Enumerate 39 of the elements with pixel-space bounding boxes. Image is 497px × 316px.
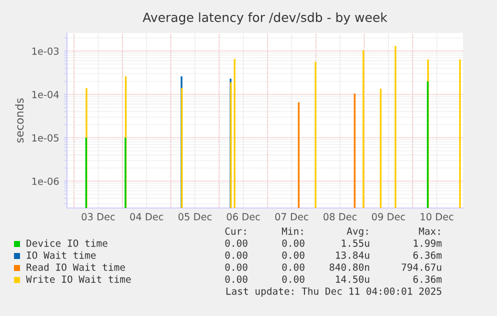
text: 0.00 bbox=[225, 239, 248, 247]
x-tick-label: 07 Dec bbox=[275, 213, 308, 220]
y-tick-label: 1e-05 bbox=[32, 134, 59, 142]
y-tick-label: 1e-03 bbox=[32, 47, 59, 55]
y-axis-title: seconds bbox=[15, 98, 24, 143]
text: Cur: bbox=[225, 227, 246, 235]
text: 0.00 bbox=[282, 263, 304, 271]
x-tick-label: 10 Dec bbox=[420, 213, 454, 220]
y-tick-label: 1e-04 bbox=[32, 90, 59, 98]
x-tick-label: 06 Dec bbox=[226, 213, 260, 220]
text: 0.00 bbox=[225, 275, 248, 283]
x-tick-label: 09 Dec bbox=[372, 213, 405, 220]
x-tick-label: 04 Dec bbox=[130, 213, 164, 220]
text: 794.67u bbox=[402, 263, 442, 271]
text: 1.55u bbox=[342, 240, 370, 247]
legend-label: Device IO time bbox=[26, 239, 108, 247]
x-tick-label: 03 Dec bbox=[82, 213, 115, 220]
text: Last update: Thu Dec 11 04:00:01 2025 bbox=[226, 287, 442, 297]
legend-label: Write IO Wait time bbox=[26, 275, 131, 283]
x-tick-label: 08 Dec bbox=[324, 213, 357, 220]
text: Max: bbox=[418, 228, 440, 235]
text: 6.36m bbox=[413, 275, 442, 283]
y-tick-label: 1e-06 bbox=[32, 178, 59, 185]
text: 840.80n bbox=[330, 263, 370, 271]
chart-title: Average latency for /dev/sdb - by week bbox=[142, 12, 388, 24]
text: 0.00 bbox=[282, 239, 304, 247]
x-tick-label: 05 Dec bbox=[178, 213, 212, 220]
text: 0.00 bbox=[225, 251, 248, 259]
text: Min: bbox=[282, 227, 303, 235]
text: 0.00 bbox=[225, 263, 248, 271]
text: 6.36m bbox=[413, 251, 442, 259]
text: 13.84u bbox=[336, 251, 370, 259]
text: 0.00 bbox=[282, 251, 304, 259]
text: 1.99m bbox=[414, 239, 442, 247]
text: Avg: bbox=[346, 228, 368, 237]
text: 0.00 bbox=[282, 275, 304, 283]
legend-label: Read IO Wait time bbox=[26, 263, 125, 271]
text: 14.50u bbox=[336, 275, 370, 283]
legend-label: IO Wait time bbox=[26, 251, 96, 259]
